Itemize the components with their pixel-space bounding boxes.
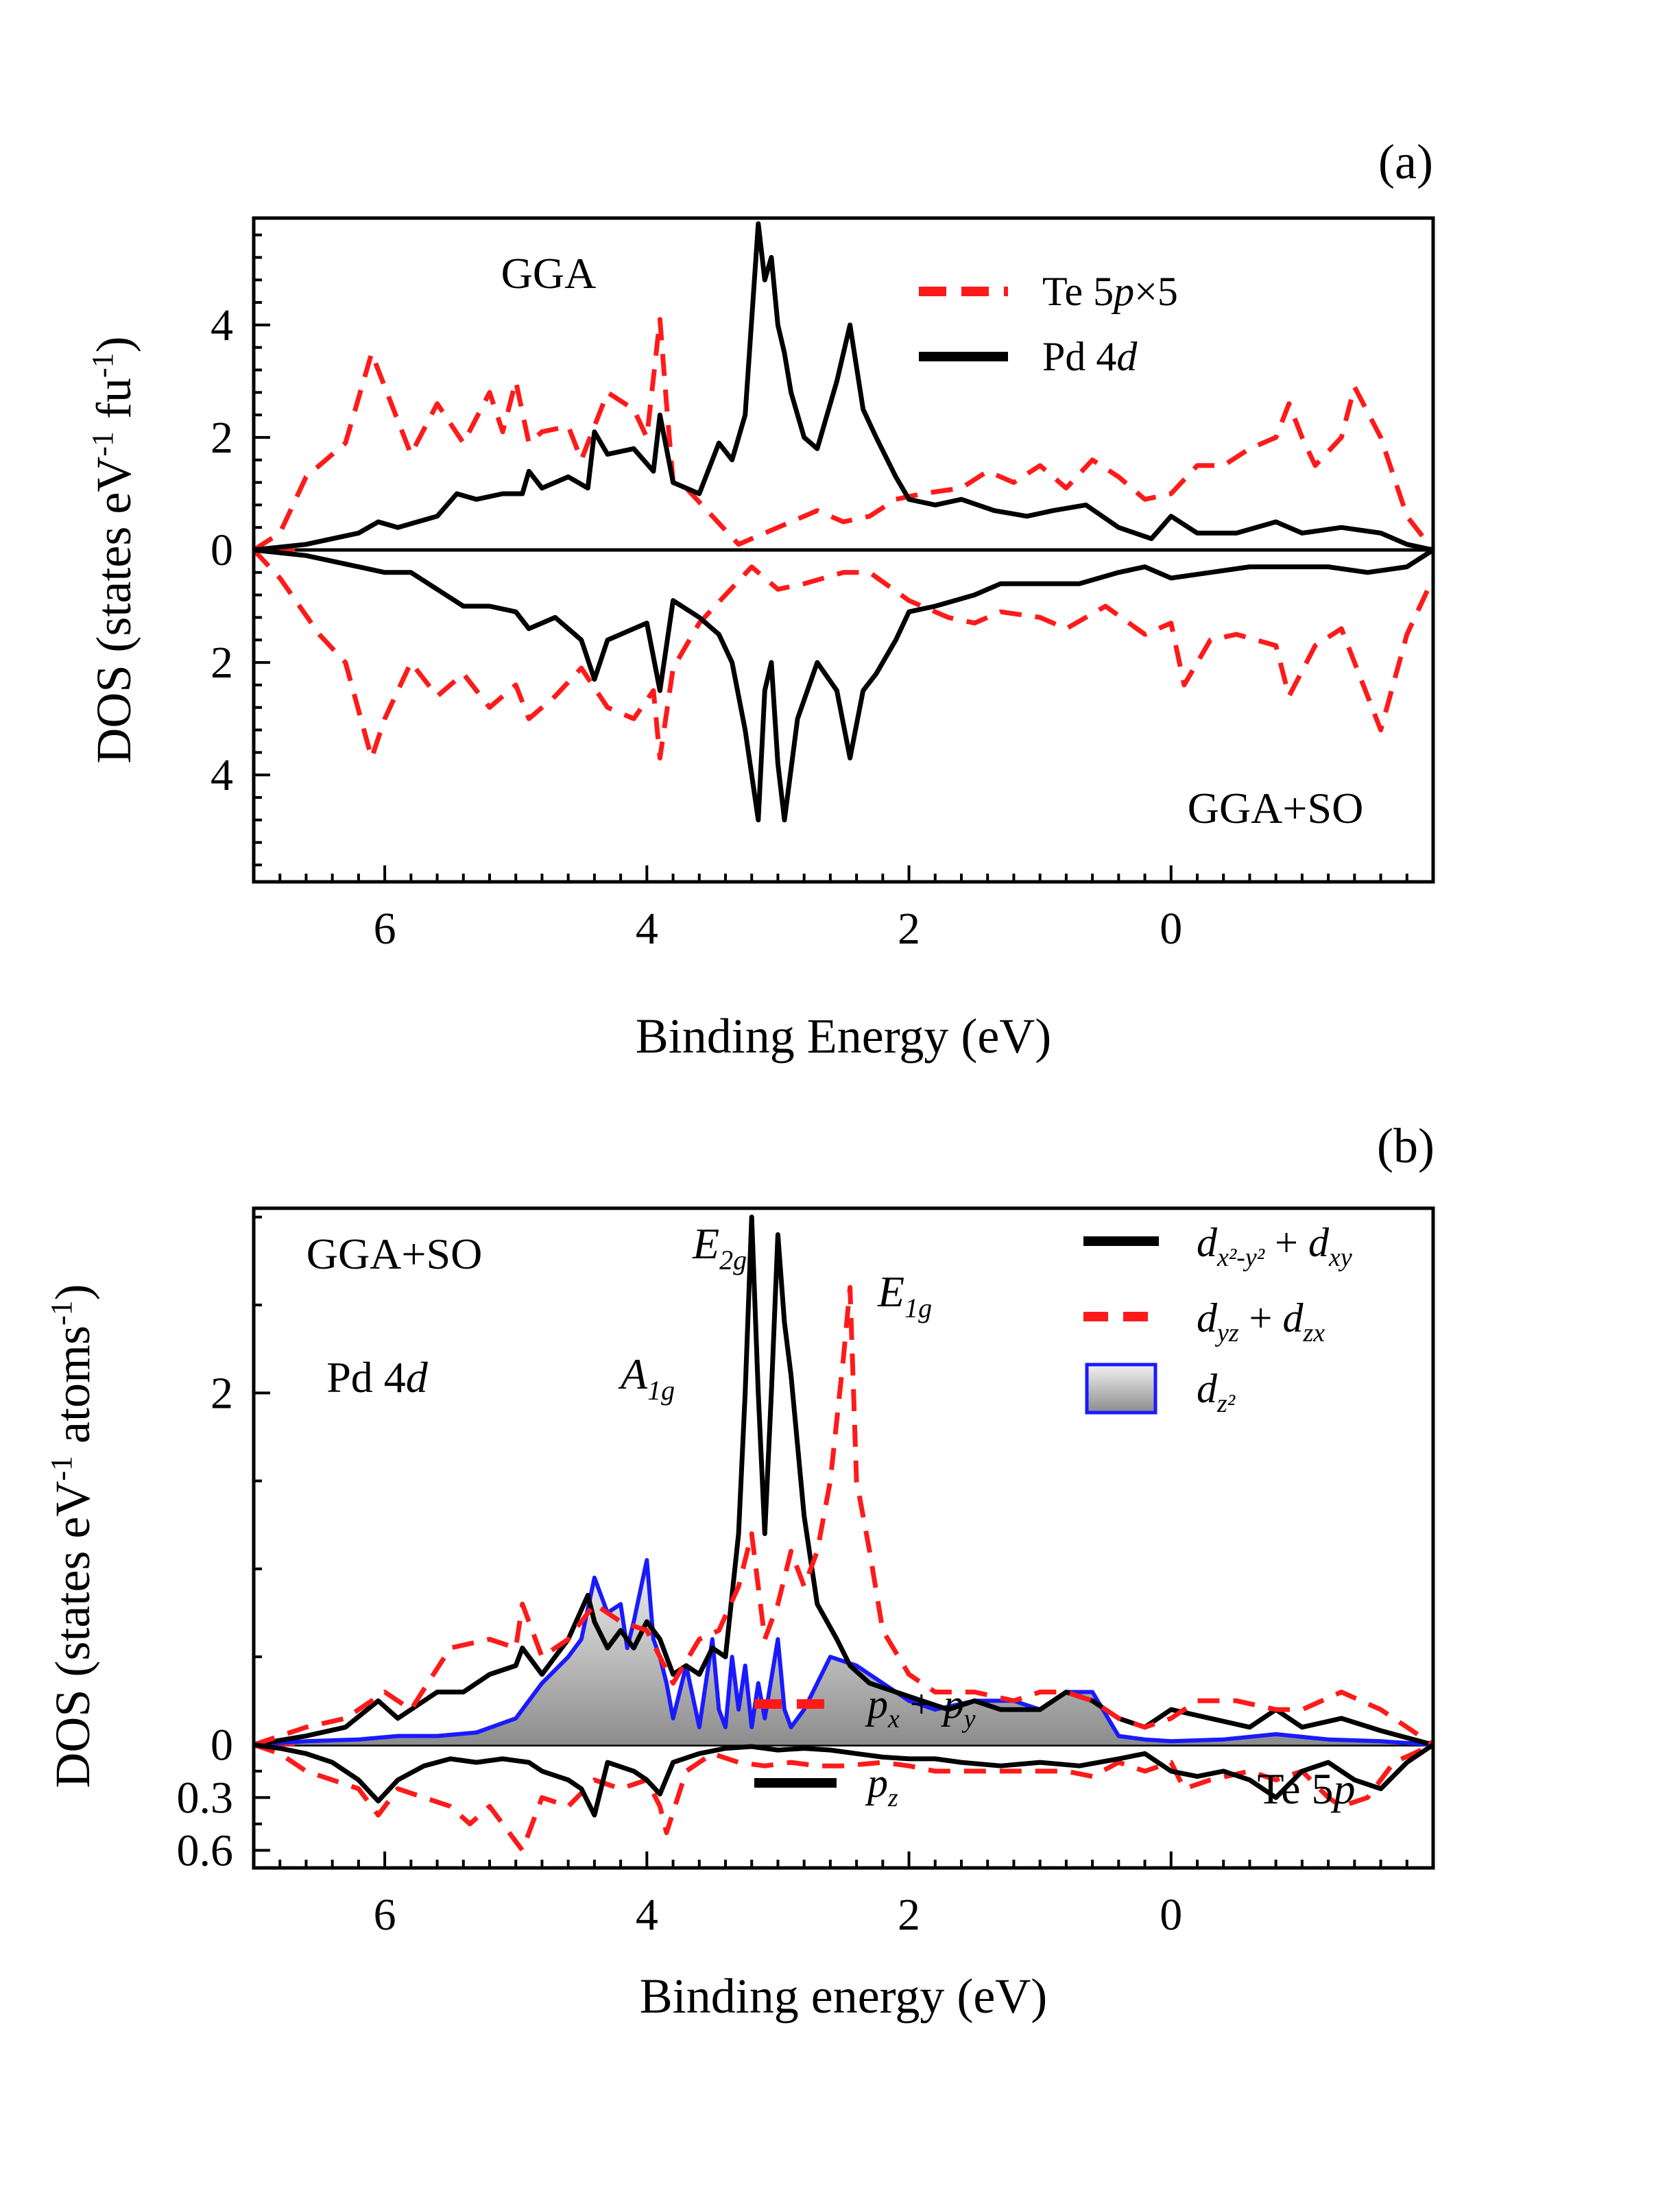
legend-te5p-label: Te 5p×5 [1042, 269, 1178, 314]
x-tick-label: 0 [1160, 904, 1182, 954]
panel-b-annotation-pd4d: Pd 4d [326, 1353, 429, 1402]
panel-a: (a) 6 4 2 0 4 2 0 2 4 Binding Energy (eV) DOS (s… [86, 134, 1436, 1064]
panel-a-annotation-gga: GGA [501, 249, 597, 298]
x-tick-label: 2 [898, 1890, 920, 1940]
legend-dz2-swatch [1085, 1363, 1157, 1415]
x-tick-label: 2 [898, 904, 920, 954]
panel-b-annotation-e2g: E2g [692, 1219, 747, 1275]
series-px-py-line [252, 1742, 1435, 1853]
y-tick-label: 0 [211, 525, 233, 575]
y-tick-label: 0.3 [177, 1773, 234, 1823]
panel-b-annotation-e1g: E1g [877, 1267, 932, 1323]
x-tick-label: 4 [636, 1890, 658, 1940]
panel-b-annotation-a1g: A1g [618, 1350, 675, 1406]
legend-pd4d-label: Pd 4d [1042, 334, 1138, 379]
series-dyz-dzx-line [252, 1284, 1435, 1747]
y-tick-label: 2 [211, 413, 233, 463]
panel-b-annotation-gga-so: GGA+SO [307, 1230, 483, 1278]
panel-a-xlabel: Binding Energy (eV) [636, 1009, 1052, 1064]
y-tick-label: 0.6 [177, 1825, 234, 1875]
panel-b-legend-top: dx²-y² + dxy dyz + dzx dz² [1083, 1220, 1352, 1418]
x-tick-label: 4 [636, 904, 658, 954]
legend-dz2-label: dz² [1197, 1366, 1236, 1418]
series-te-5p-5-gga-so-line [252, 548, 1436, 760]
series-pd-4d-gga-line [253, 221, 1434, 553]
series-pd-4d-gga-so-line [253, 547, 1435, 823]
y-tick-label: 2 [211, 1368, 233, 1418]
y-tick-label: 4 [211, 750, 233, 800]
x-tick-label: 6 [374, 904, 396, 954]
panel-b-legend-bottom: px + py pz [754, 1681, 976, 1812]
series-pz-line [253, 1742, 1435, 1818]
legend-pz-label: pz [865, 1760, 898, 1812]
legend-dyz-label: dyz + dzx [1197, 1295, 1325, 1347]
series-dz-line [253, 1558, 1434, 1747]
panel-b-label: (b) [1377, 1118, 1435, 1173]
legend-pxpy-label: px + py [865, 1681, 976, 1734]
x-tick-label: 6 [374, 1890, 396, 1940]
legend-dx2y2-label: dx²-y² + dxy [1197, 1220, 1352, 1272]
panel-b-plot-area [252, 1214, 1435, 1853]
panel-b-ylabel: DOS (states eV-1 atoms-1) [45, 1284, 100, 1788]
panel-a-ticks: 6 4 2 0 4 2 0 2 4 [211, 233, 1435, 954]
panel-a-plot-area [252, 221, 1436, 823]
panel-a-annotation-gga-so: GGA+SO [1188, 784, 1364, 832]
x-tick-label: 0 [1160, 1890, 1182, 1940]
panel-a-label: (a) [1378, 134, 1433, 189]
panel-b-frame [252, 1206, 1435, 1870]
panel-a-legend: Te 5p×5 Pd 4d [919, 269, 1178, 379]
panel-b-annotation-te5p: Te 5p [1257, 1764, 1355, 1813]
panel-a-ylabel: DOS (states eV-1 fu-1) [86, 336, 141, 763]
series-te-5p-5-gga-line [252, 317, 1435, 552]
panel-b-xlabel: Binding energy (eV) [640, 1969, 1048, 2024]
y-tick-label: 2 [211, 638, 233, 688]
series-dz-area [254, 1560, 1433, 1745]
y-tick-label: 4 [211, 300, 233, 350]
y-tick-label: 0 [211, 1720, 233, 1770]
